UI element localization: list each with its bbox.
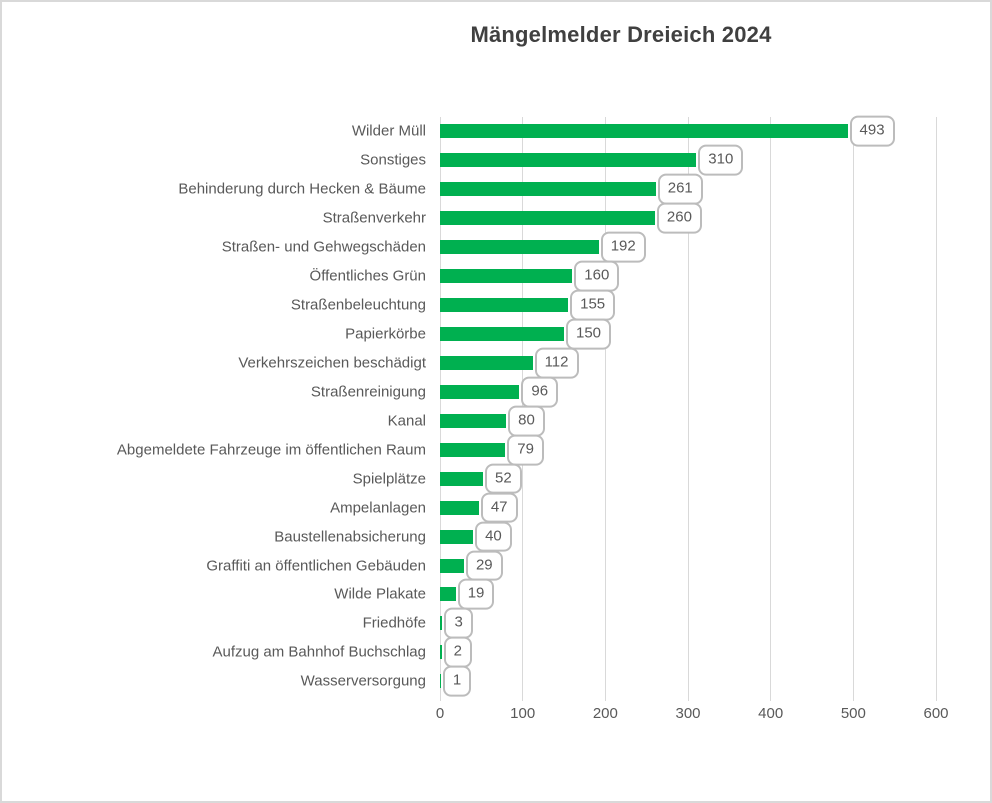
bar-row: Ampelanlagen 47	[2, 492, 990, 524]
x-axis-label-0: 0	[435, 705, 445, 722]
bar	[440, 327, 564, 342]
data-label-callout: 261	[657, 173, 703, 205]
bar-row: Straßenbeleuchtung 155	[2, 289, 990, 321]
x-axis-label-100: 100	[510, 705, 536, 722]
bars-container: Wilder Müll 493 Sonstiges 310 Behinderung du…	[2, 116, 990, 697]
bar-row: Behinderung durch Hecken & Bäume 261	[2, 173, 990, 205]
category-label: Aufzug am Bahnhof Buchschlag	[212, 643, 426, 661]
data-label-callout: 79	[507, 434, 544, 466]
bar	[440, 587, 456, 602]
data-label-callout: 52	[484, 463, 522, 495]
category-label: Wilder Müll	[351, 122, 426, 140]
bar	[440, 211, 655, 226]
gridline-x-0	[439, 117, 441, 701]
category-label: Straßenverkehr	[322, 209, 426, 227]
data-label-callout: 155	[570, 289, 616, 321]
bar-row: Papierkörbe 150	[2, 318, 990, 350]
bar-row: Sonstiges 310	[2, 145, 990, 176]
data-label-callout: 493	[849, 116, 895, 147]
data-label-callout: 1	[442, 665, 472, 697]
category-label: Papierkörbe	[345, 325, 426, 343]
bar	[440, 182, 656, 197]
bar-row: Spielplätze 52	[2, 463, 990, 495]
bar-row: Straßenreinigung 96	[2, 376, 990, 408]
bar-row: Kanal 80	[2, 405, 990, 437]
bar	[440, 384, 520, 399]
category-label: Wilde Plakate	[334, 585, 426, 603]
bar-row: Wilder Müll 493	[2, 116, 990, 147]
bar	[440, 500, 479, 515]
bar	[440, 616, 443, 631]
bar-row: Straßen- und Gehwegschäden 192	[2, 231, 990, 263]
bar-row: Aufzug am Bahnhof Buchschlag 2	[2, 636, 990, 668]
x-axis-label-300: 300	[675, 705, 701, 722]
x-axis-label-500: 500	[840, 705, 866, 722]
bar-row: Baustellenabsicherung 40	[2, 521, 990, 552]
gridline-x-200	[604, 117, 606, 701]
category-label: Behinderung durch Hecken & Bäume	[178, 180, 426, 198]
bar	[440, 153, 697, 168]
category-label: Abgemeldete Fahrzeuge im öffentlichen Ra…	[116, 441, 426, 459]
gridline-x-400	[770, 117, 772, 701]
bar	[440, 558, 464, 573]
data-label-callout: 310	[698, 145, 744, 176]
data-label-callout: 29	[465, 550, 503, 581]
data-label-callout: 260	[656, 202, 702, 234]
x-axis-label-600: 600	[923, 705, 949, 722]
data-label-callout: 2	[443, 636, 472, 668]
data-label-callout: 160	[574, 260, 620, 292]
bar-row: Verkehrszeichen beschädigt 112	[2, 347, 990, 379]
data-label-callout: 3	[444, 608, 473, 639]
bar-row: Wilde Plakate 19	[2, 579, 990, 610]
category-label: Verkehrszeichen beschädigt	[238, 354, 426, 372]
category-label: Kanal	[387, 412, 426, 430]
bar	[440, 674, 441, 689]
bar	[440, 442, 506, 457]
category-label: Straßenreinigung	[310, 383, 426, 401]
x-axis-label-400: 400	[758, 705, 784, 722]
bar	[440, 529, 474, 544]
category-label: Friedhöfe	[362, 614, 426, 632]
data-label-callout: 40	[475, 521, 512, 552]
x-axis-label-200: 200	[592, 705, 618, 722]
category-label: Baustellenabsicherung	[274, 528, 426, 546]
bar-row: Graffiti an öffentlichen Gebäuden 29	[2, 550, 990, 581]
bar-row: Straßenverkehr 260	[2, 202, 990, 234]
bar	[440, 645, 442, 660]
data-label-callout: 192	[600, 231, 646, 263]
category-label: Sonstiges	[360, 151, 426, 169]
bar	[440, 124, 848, 139]
category-label: Straßen- und Gehwegschäden	[221, 238, 426, 256]
category-label: Straßenbeleuchtung	[290, 296, 426, 314]
bar-row: Öffentliches Grün 160	[2, 260, 990, 292]
bar	[440, 355, 533, 370]
bar-row: Friedhöfe 3	[2, 608, 990, 639]
bar-row: Wasserversorgung 1	[2, 665, 990, 697]
bar	[440, 298, 569, 313]
category-label: Öffentliches Grün	[309, 267, 426, 285]
chart-title: Mängelmelder Dreieich 2024	[470, 22, 772, 47]
bar	[440, 240, 599, 255]
category-label: Spielplätze	[352, 470, 426, 488]
bar	[440, 471, 483, 486]
bar	[440, 413, 507, 428]
category-label: Ampelanlagen	[330, 499, 426, 517]
data-label-callout: 47	[480, 492, 518, 524]
data-label-callout: 112	[534, 347, 579, 379]
data-label-callout: 80	[508, 405, 545, 437]
bar-row: Abgemeldete Fahrzeuge im öffentlichen Ra…	[2, 434, 990, 466]
data-label-callout: 96	[521, 376, 559, 408]
gridline-x-600	[935, 117, 937, 701]
gridline-x-500	[852, 117, 854, 701]
data-label-callout: 150	[566, 318, 612, 350]
category-label: Graffiti an öffentlichen Gebäuden	[206, 557, 426, 575]
bar	[440, 269, 573, 284]
gridline-x-300	[687, 117, 689, 701]
category-label: Wasserversorgung	[300, 672, 426, 690]
data-label-callout: 19	[457, 579, 495, 610]
